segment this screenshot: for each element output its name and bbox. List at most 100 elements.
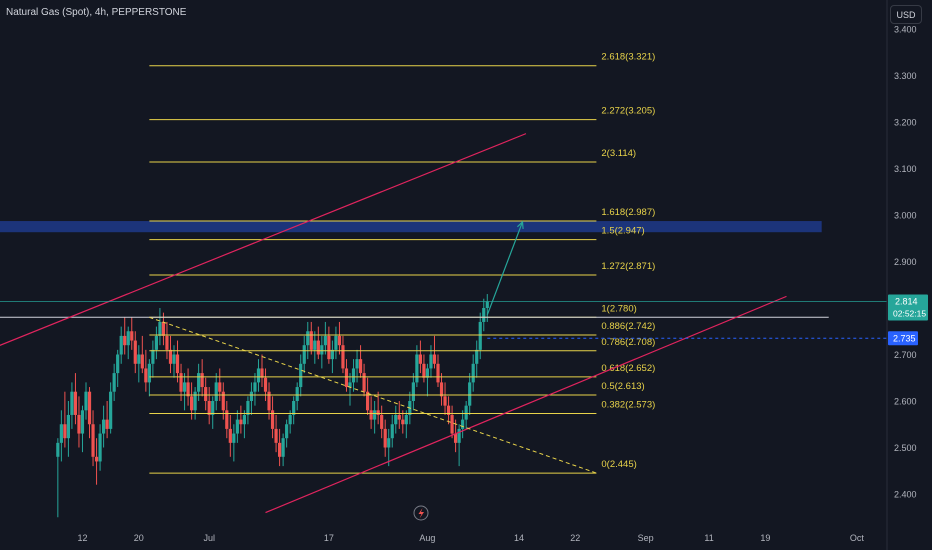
candle-body bbox=[105, 419, 109, 429]
candle bbox=[102, 405, 106, 448]
candle-body bbox=[256, 368, 261, 383]
candle-body bbox=[337, 335, 342, 346]
candle bbox=[260, 354, 264, 388]
candle-body bbox=[422, 363, 426, 378]
price-tick-label: 3.100 bbox=[894, 164, 917, 174]
fib-level-label: 1.5(2.947) bbox=[601, 226, 644, 237]
candle-body bbox=[292, 401, 296, 415]
candle bbox=[373, 401, 377, 434]
candle bbox=[288, 410, 292, 434]
candle-body bbox=[63, 424, 67, 439]
candle-body bbox=[161, 321, 166, 336]
candle bbox=[461, 410, 465, 439]
resistance-zone-rect[interactable] bbox=[0, 221, 822, 233]
descending-trendline[interactable] bbox=[149, 316, 597, 474]
candle bbox=[376, 391, 380, 425]
channel-lower-line[interactable] bbox=[265, 295, 787, 514]
candle-body bbox=[270, 410, 275, 429]
price-tick-label: 3.300 bbox=[894, 71, 917, 81]
candle-body bbox=[102, 419, 106, 434]
candle bbox=[165, 321, 169, 360]
candle-body bbox=[471, 363, 475, 383]
time-axis[interactable]: 1220Jul17Aug1422Sep1119Oct16 bbox=[77, 533, 932, 543]
candle bbox=[320, 335, 324, 369]
candle-body bbox=[390, 424, 394, 439]
candle bbox=[256, 359, 261, 392]
candle bbox=[151, 340, 155, 378]
candle-body bbox=[228, 428, 232, 443]
trend-lines[interactable] bbox=[0, 133, 887, 514]
candle bbox=[225, 401, 229, 439]
candle-body bbox=[158, 321, 162, 336]
candle-body bbox=[295, 387, 299, 401]
candle-body bbox=[126, 331, 130, 346]
candle-body bbox=[309, 331, 313, 350]
candle bbox=[154, 326, 158, 360]
candle bbox=[63, 391, 67, 448]
candle bbox=[130, 317, 134, 350]
candle bbox=[482, 298, 486, 332]
candle bbox=[334, 326, 338, 360]
candle-body bbox=[362, 373, 366, 392]
candle bbox=[147, 359, 151, 397]
candle-body bbox=[461, 419, 465, 429]
candle-body bbox=[190, 396, 194, 411]
candle bbox=[302, 335, 306, 374]
time-tick-label: 12 bbox=[77, 533, 87, 543]
candle bbox=[77, 396, 81, 448]
candle bbox=[418, 340, 422, 374]
candle-body bbox=[193, 391, 197, 411]
channel-upper-line[interactable] bbox=[0, 133, 527, 347]
candle bbox=[84, 382, 88, 420]
candle bbox=[295, 382, 299, 411]
candle bbox=[144, 349, 148, 392]
projection-arrow-head[interactable] bbox=[516, 220, 524, 230]
candle-body bbox=[154, 335, 158, 350]
candle-body bbox=[144, 368, 148, 383]
price-tick-label: 2.600 bbox=[894, 397, 917, 407]
candle-body bbox=[112, 373, 116, 392]
candle-body bbox=[200, 373, 204, 388]
candle-body bbox=[186, 382, 190, 397]
candle-body bbox=[281, 438, 285, 457]
candle bbox=[351, 359, 356, 392]
candle-body bbox=[263, 377, 268, 392]
candle bbox=[200, 359, 204, 397]
candle-body bbox=[66, 414, 70, 439]
candle bbox=[471, 354, 475, 392]
candle bbox=[450, 405, 454, 439]
replay-lightning-icon[interactable] bbox=[413, 505, 429, 521]
candle bbox=[214, 373, 218, 411]
candle bbox=[87, 387, 92, 439]
candle bbox=[109, 382, 113, 434]
candle-body bbox=[80, 410, 85, 434]
fib-level-label: 2.618(3.321) bbox=[601, 52, 655, 63]
candle-body bbox=[366, 391, 370, 411]
candle-body bbox=[373, 410, 377, 420]
candle-body bbox=[429, 354, 433, 369]
candle bbox=[404, 410, 408, 439]
candle-body bbox=[415, 354, 419, 383]
candle-body bbox=[232, 433, 236, 443]
resistance-zone[interactable] bbox=[0, 221, 822, 233]
candle bbox=[468, 373, 472, 415]
candle bbox=[133, 331, 137, 374]
candle bbox=[464, 401, 468, 429]
candle bbox=[246, 396, 250, 425]
candle bbox=[80, 405, 85, 453]
candle-body bbox=[320, 345, 324, 355]
projection-arrow-line[interactable] bbox=[486, 221, 524, 316]
candle bbox=[66, 401, 70, 457]
candle bbox=[478, 312, 482, 360]
time-tick-label: Aug bbox=[419, 533, 435, 543]
candle bbox=[94, 438, 99, 485]
candle-body bbox=[235, 419, 239, 434]
currency-button[interactable]: USD bbox=[890, 5, 922, 24]
candle-body bbox=[432, 354, 437, 364]
fib-level-label: 2.272(3.205) bbox=[601, 106, 655, 117]
candle bbox=[366, 377, 370, 415]
candle-body bbox=[130, 331, 134, 341]
candle-body bbox=[341, 345, 345, 369]
candle bbox=[235, 410, 239, 443]
